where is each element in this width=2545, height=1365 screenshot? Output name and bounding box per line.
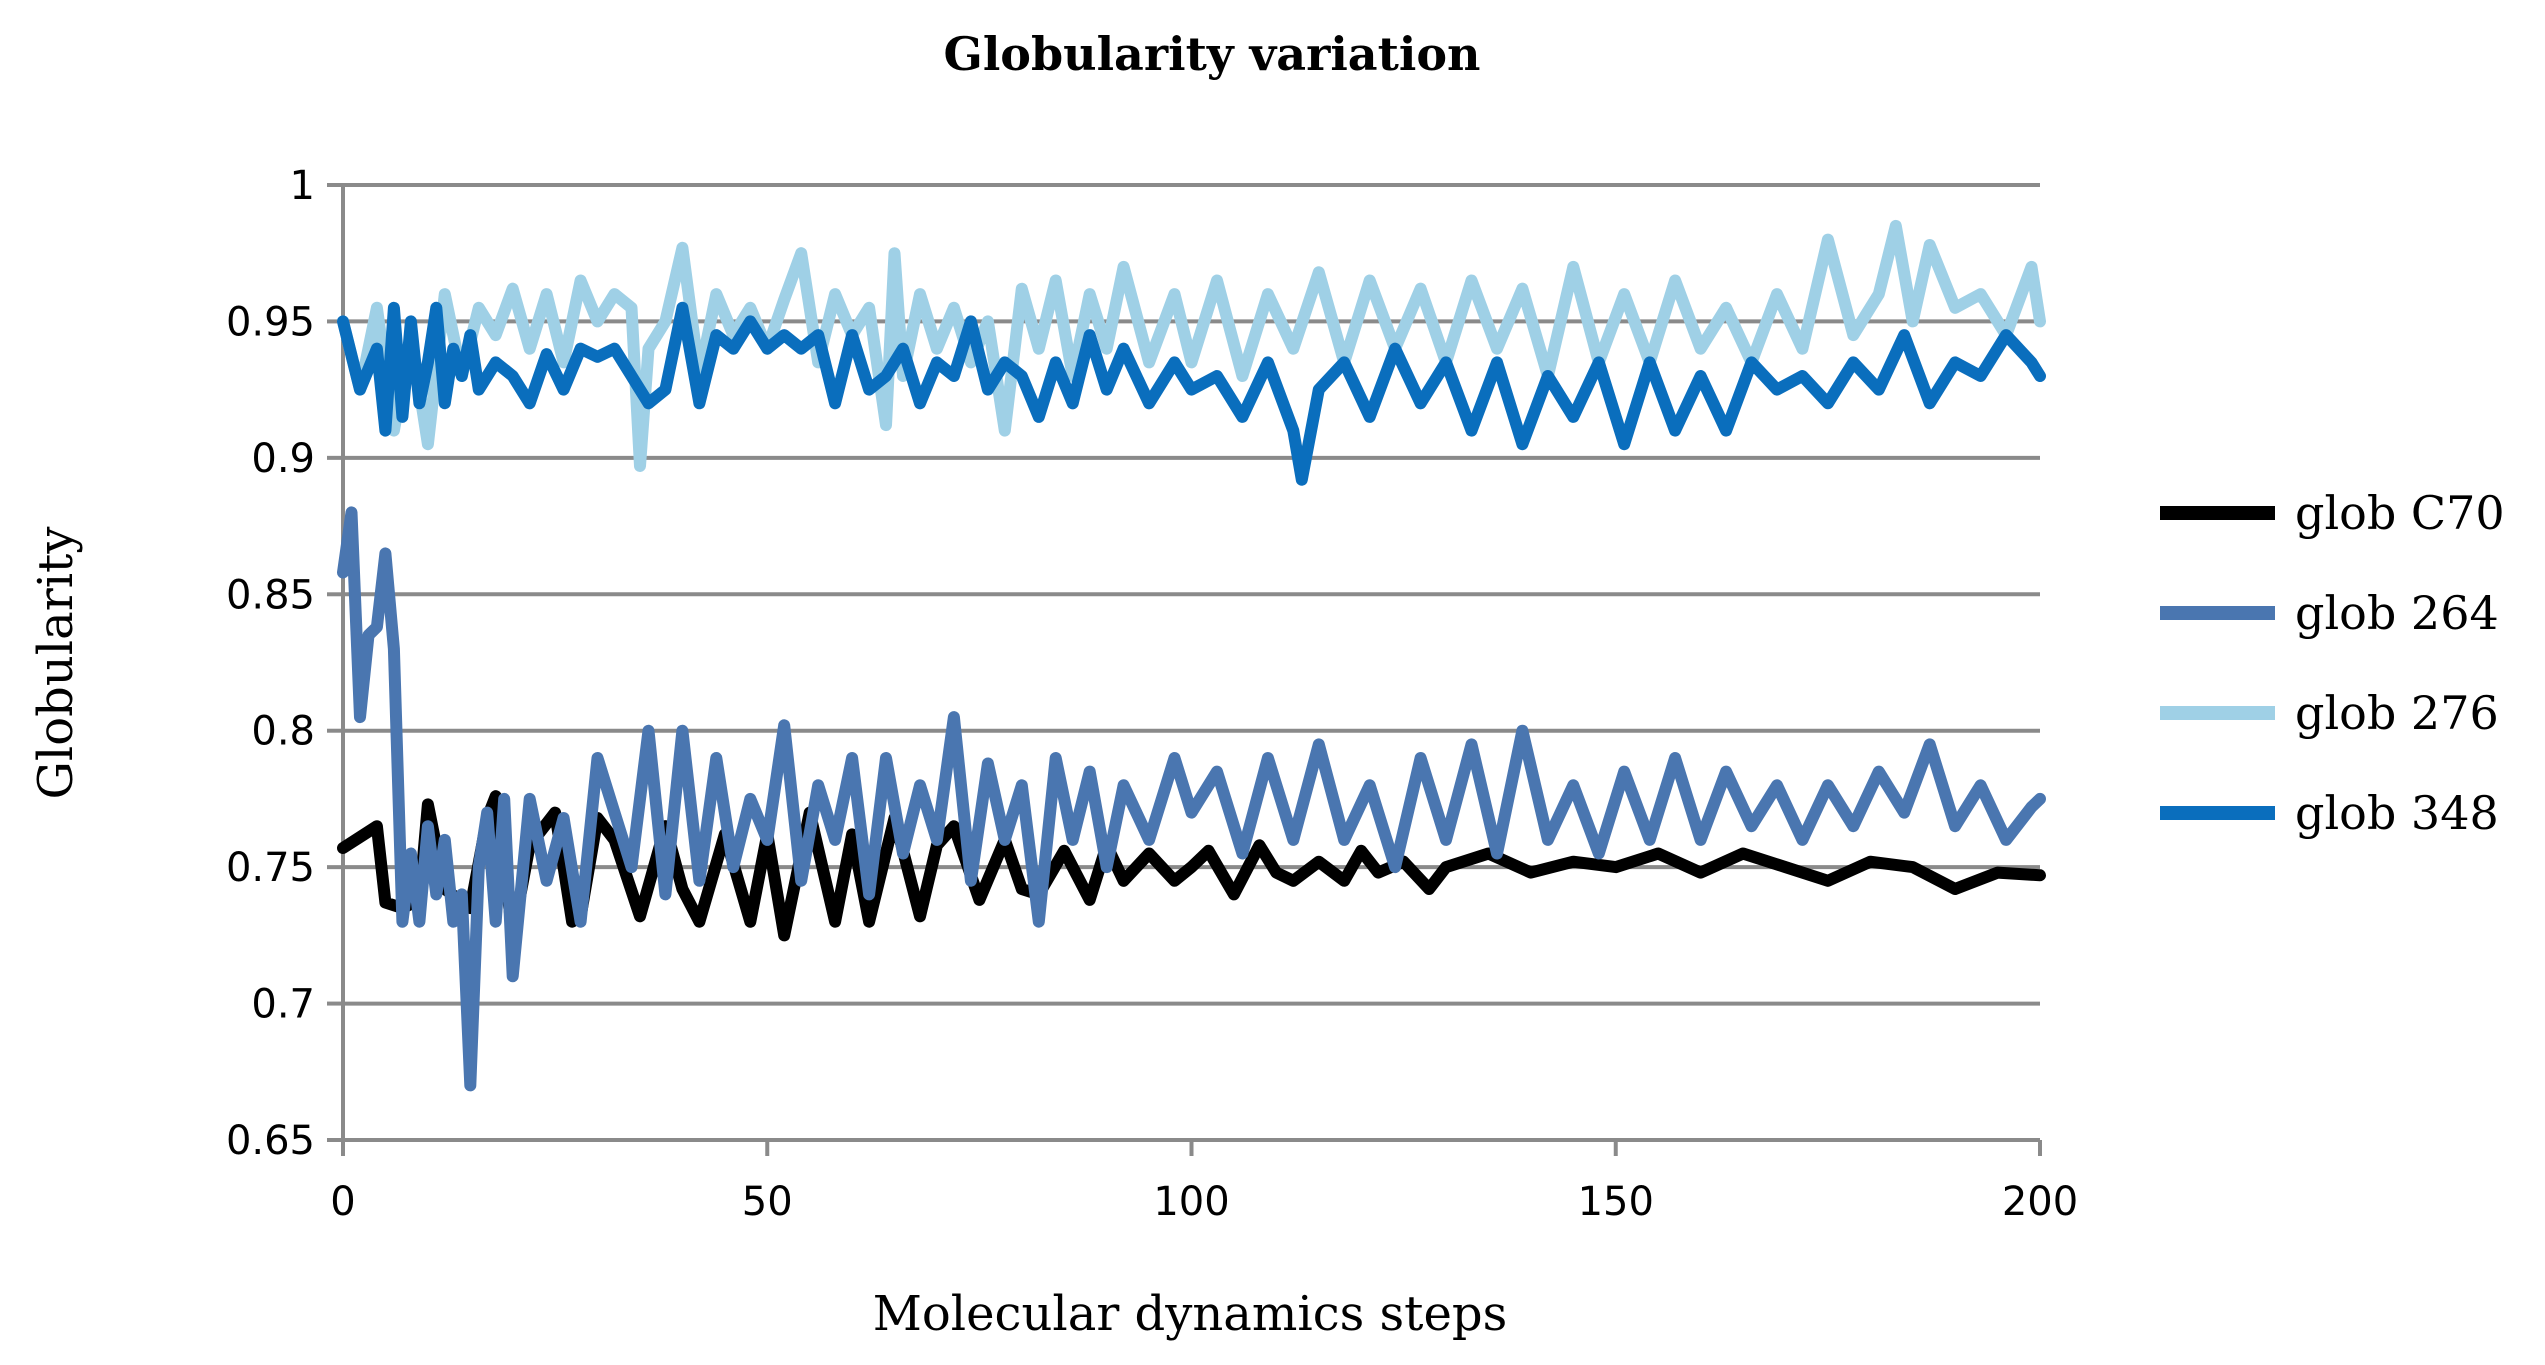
series-line-glob-348 <box>337 301 2046 486</box>
series-line-glob-c70 <box>337 790 2046 942</box>
series-lines <box>337 219 2046 1092</box>
legend-label: glob 348 <box>2295 786 2499 840</box>
y-tick-label: 1 <box>290 163 315 209</box>
x-tick-label: 100 <box>1153 1179 1229 1225</box>
x-tick-label: 0 <box>330 1179 355 1225</box>
y-tick-label: 0.8 <box>251 709 315 755</box>
x-tick-label: 200 <box>2002 1179 2078 1225</box>
y-tick-label: 0.65 <box>226 1118 315 1164</box>
y-tick-labels: 0.65 0.7 0.75 0.8 0.85 0.9 0.95 1 <box>226 163 315 1164</box>
legend: glob C70 glob 264 glob 276 glob 348 <box>2160 486 2505 840</box>
x-tick-label: 150 <box>1578 1179 1654 1225</box>
y-axis-label: Globularity <box>28 527 84 800</box>
legend-label: glob 276 <box>2295 686 2499 740</box>
series-line-glob-264 <box>337 506 2046 1092</box>
axes <box>341 185 2042 1156</box>
x-tick-label: 50 <box>742 1179 793 1225</box>
legend-label: glob 264 <box>2295 586 2499 640</box>
y-tick-label: 0.75 <box>226 845 315 891</box>
y-tick-label: 0.9 <box>251 436 315 482</box>
x-axis-label: Molecular dynamics steps <box>873 1286 1507 1342</box>
legend-label: glob C70 <box>2295 486 2505 540</box>
y-tick-label: 0.7 <box>251 982 315 1028</box>
series-line-glob-276 <box>337 219 2046 472</box>
y-tick-label: 0.95 <box>226 299 315 345</box>
x-tick-labels: 0 50 100 150 200 <box>330 1179 2078 1225</box>
chart-title: Globularity variation <box>944 27 1481 81</box>
y-tick-label: 0.85 <box>226 572 315 618</box>
